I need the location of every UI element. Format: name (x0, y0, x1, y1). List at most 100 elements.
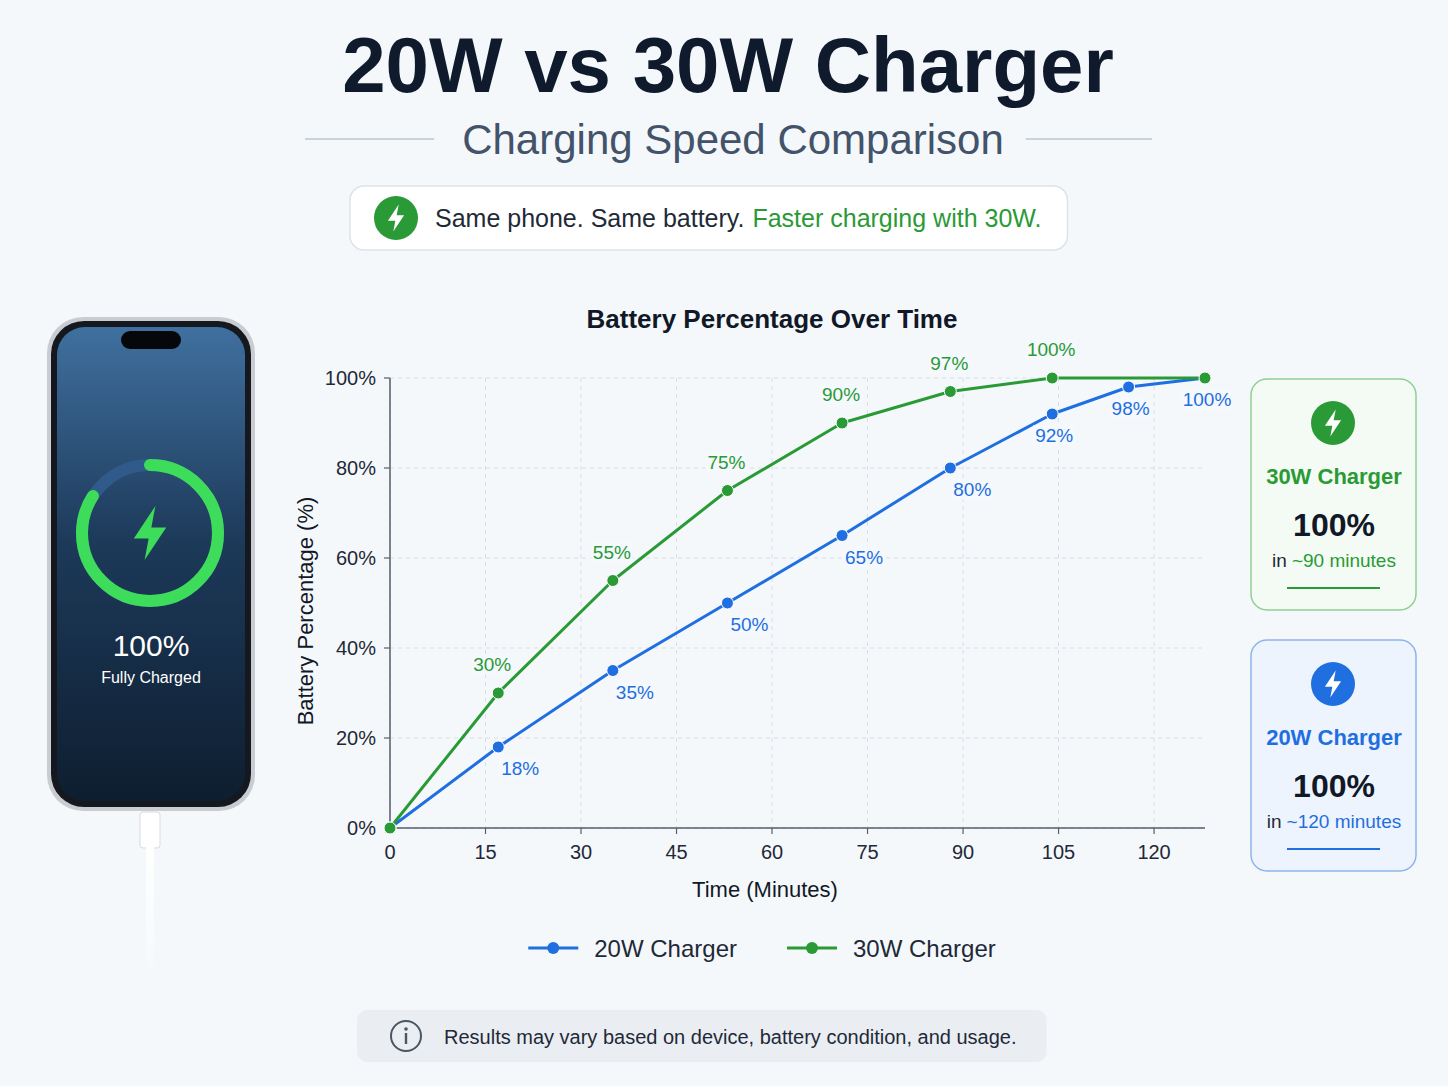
x-tick-label: 105 (1042, 841, 1075, 863)
label-patch (1033, 425, 1075, 446)
data-label: 97% (930, 353, 968, 374)
tick-mark (867, 828, 868, 834)
phone-percent: 100% (113, 629, 190, 662)
series-line (390, 378, 1205, 828)
card-value: 100% (1293, 507, 1375, 543)
background (0, 0, 1448, 1086)
data-label: 80% (953, 479, 991, 500)
data-label: 90% (822, 384, 860, 405)
label-patch (928, 353, 970, 374)
legend-swatch-dot (547, 942, 559, 954)
tick-mark (384, 647, 390, 648)
banner: Same phone. Same battery.Faster charging… (350, 186, 1067, 250)
tick-mark (384, 467, 390, 468)
card-prefix: in (1272, 550, 1287, 571)
footnote-box (357, 1010, 1047, 1062)
x-tick-label: 45 (665, 841, 687, 863)
banner-box (350, 186, 1067, 250)
grid-line (867, 378, 868, 828)
grid-line (676, 378, 677, 828)
grid-line (390, 378, 391, 828)
y-tick-label: 60% (336, 547, 376, 569)
bolt-icon (388, 205, 404, 232)
grid-line (1154, 378, 1155, 828)
cable (146, 846, 154, 981)
grid-line (390, 828, 1205, 829)
tick-mark (1058, 828, 1059, 834)
card-value: 100% (1293, 768, 1375, 804)
data-label: 30% (473, 654, 511, 675)
bolt-icon (1325, 410, 1341, 437)
ring-track (82, 465, 218, 601)
y-tick-label: 100% (325, 367, 376, 389)
chart-title: Battery Percentage Over Time (587, 304, 958, 334)
tick-mark (384, 557, 390, 558)
data-label: 92% (1035, 425, 1073, 446)
data-label: 75% (707, 452, 745, 473)
label-patch (1110, 398, 1152, 419)
card-underline (1287, 587, 1380, 589)
card-underline (1287, 848, 1380, 850)
series-point (721, 597, 733, 609)
grid-line (390, 648, 1205, 649)
card-box (1251, 640, 1416, 871)
x-axis-line (390, 827, 1205, 829)
info-icon (391, 1021, 421, 1051)
subtitle-rule (1026, 138, 1152, 140)
label-patch (843, 547, 885, 568)
series-point (944, 386, 956, 398)
card-title: 20W Charger (1266, 725, 1402, 750)
series-point (492, 687, 504, 699)
info-icon-dot (404, 1027, 408, 1031)
x-tick-label: 90 (952, 841, 974, 863)
phone: 100% Fully Charged (47, 317, 255, 981)
grid-line (772, 378, 773, 828)
series-point (1199, 372, 1211, 384)
card-icon (1311, 401, 1355, 445)
summary-card: 20W Charger 100% in~120 minutes (1251, 640, 1416, 871)
grid (384, 378, 1205, 834)
series-point (1046, 372, 1058, 384)
subtitle-rule (305, 138, 434, 140)
legend-label: 30W Charger (853, 935, 996, 962)
page: 20W vs 30W ChargerCharging Speed Compari… (0, 0, 1448, 1086)
data-label: 100% (1027, 339, 1076, 360)
phone-status: Fully Charged (101, 669, 201, 686)
label-patch (471, 654, 513, 675)
tick-mark (580, 828, 581, 834)
tick-mark (1153, 828, 1154, 834)
footnote-text: Results may vary based on device, batter… (444, 1026, 1017, 1048)
card-time: ~90 minutes (1292, 550, 1396, 571)
card-title: 30W Charger (1266, 464, 1402, 489)
info-icon-stem (405, 1033, 407, 1044)
label-patch (614, 682, 656, 703)
y-axis-line (389, 378, 391, 828)
card-time: ~120 minutes (1287, 811, 1402, 832)
y-tick-label: 80% (336, 457, 376, 479)
series-point (384, 822, 396, 834)
data-label: 100% (1183, 389, 1232, 410)
tick-mark (485, 828, 486, 834)
tick-mark (384, 377, 390, 378)
cable-connector (140, 812, 160, 848)
tick-mark (771, 828, 772, 834)
series-point (1123, 381, 1135, 393)
label-patch (499, 758, 541, 779)
x-tick-label: 75 (856, 841, 878, 863)
series-point (944, 462, 956, 474)
ring-progress (82, 465, 218, 601)
bolt-icon (1325, 671, 1341, 698)
data-label: 50% (730, 614, 768, 635)
y-tick-label: 0% (347, 817, 376, 839)
series-point (384, 822, 396, 834)
series-point (607, 665, 619, 677)
summary-card: 30W Charger 100% in~90 minutes (1251, 379, 1416, 610)
grid-line (485, 378, 486, 828)
y-tick-label: 20% (336, 727, 376, 749)
banner-text: Same phone. Same battery. (435, 204, 744, 232)
label-patch (591, 542, 633, 563)
series-point (721, 485, 733, 497)
label-patch (820, 384, 862, 405)
card-prefix: in (1267, 811, 1282, 832)
series-point (1199, 372, 1211, 384)
